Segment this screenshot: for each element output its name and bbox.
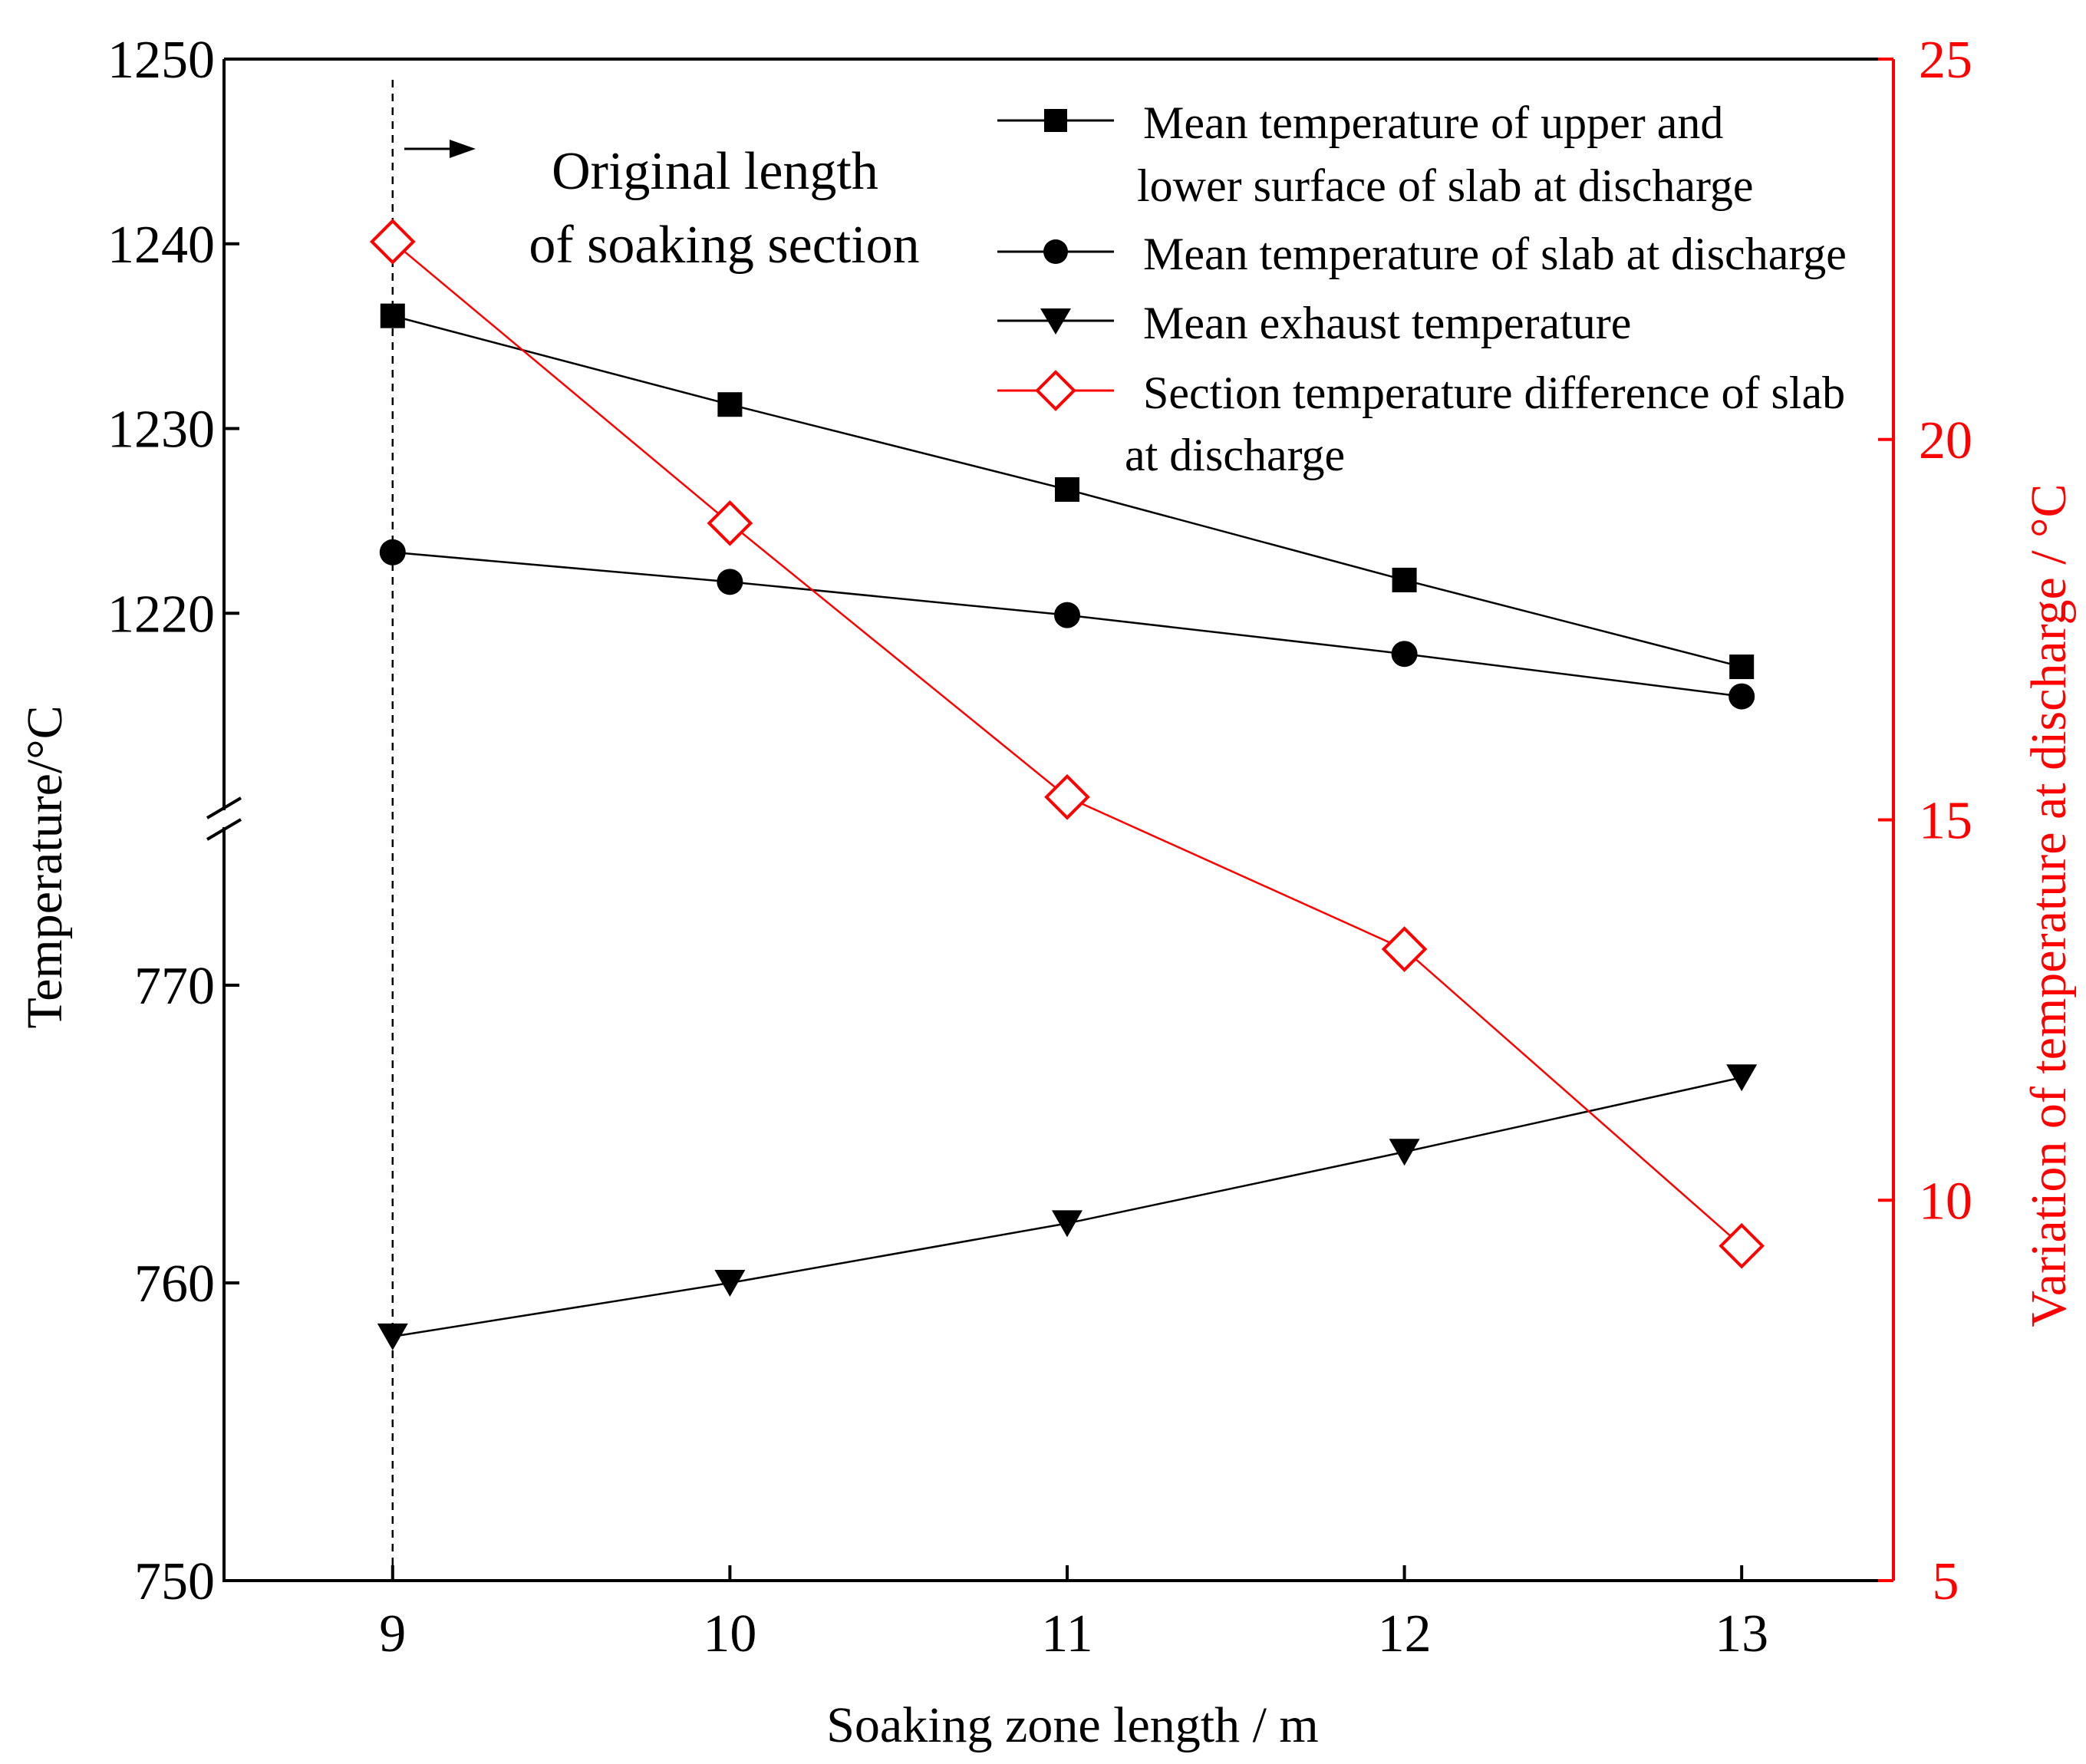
series-4-point-11 — [1044, 773, 1090, 820]
series-2-point-11 — [1053, 602, 1080, 628]
y-left-tick-label-1240: 1240 — [107, 216, 215, 275]
series-1-point-10 — [717, 392, 743, 417]
annotation-line-1: Original length — [552, 142, 878, 201]
y-right-tick-label-20: 20 — [1919, 411, 1972, 470]
series-2-point-10 — [717, 569, 743, 595]
legend-label-1a: Mean temperature of upper and — [1143, 97, 1723, 148]
series-4-point-9 — [369, 219, 416, 265]
legend-marker-circle — [1043, 239, 1068, 264]
legend-label-3: Mean exhaust temperature — [1143, 298, 1631, 348]
y-left-tick-label-750: 750 — [134, 1552, 215, 1611]
annotation-arrow-head — [450, 140, 476, 158]
series-3-point-10 — [714, 1270, 746, 1297]
axis-break-mark-1 — [206, 796, 242, 819]
series-1-point-12 — [1392, 567, 1417, 592]
series-4-point-12 — [1381, 926, 1428, 972]
x-tick-label-9: 9 — [379, 1604, 406, 1663]
series-4-point-10 — [707, 500, 753, 546]
series-1-point-11 — [1054, 476, 1079, 502]
series-1-point-9 — [380, 303, 405, 328]
series-4-point-13 — [1719, 1222, 1765, 1269]
x-tick-label-11: 11 — [1041, 1604, 1092, 1663]
series-3-point-12 — [1389, 1139, 1420, 1166]
legend-label-4b: at discharge — [1125, 430, 1345, 480]
legend-label-1b: lower surface of slab at discharge — [1137, 160, 1754, 211]
y-right-tick-label-25: 25 — [1919, 31, 1972, 90]
tick-labels: 1250 1240 1230 1220 770 760 750 25 20 15 10 5 9 10 11 1… — [107, 31, 1972, 1663]
annotation-line-2: of soaking section — [529, 216, 919, 275]
legend-marker-square — [1044, 109, 1067, 132]
series-3-point-11 — [1051, 1210, 1083, 1238]
legend-marker-diamond — [1035, 370, 1076, 411]
legend: Mean temperature of upper and lower surf… — [997, 97, 1847, 480]
legend-marker-triangle — [1040, 308, 1071, 335]
series-2-point-9 — [379, 539, 406, 565]
legend-label-2: Mean temperature of slab at discharge — [1143, 229, 1847, 279]
series-2-point-13 — [1728, 683, 1755, 710]
y-left-tick-label-1250: 1250 — [107, 31, 215, 90]
axes — [206, 58, 1895, 1582]
y-right-tick-label-15: 15 — [1919, 792, 1972, 851]
series-2-point-12 — [1391, 641, 1418, 668]
series-3-point-9 — [377, 1323, 408, 1350]
x-tick-label-10: 10 — [703, 1604, 756, 1663]
y-axis-left-label: Temperature/°C — [17, 705, 73, 1028]
x-tick-label-12: 12 — [1378, 1604, 1432, 1663]
plot-series — [369, 219, 1765, 1350]
series-1-point-13 — [1729, 654, 1755, 680]
y-left-tick-label-760: 760 — [134, 1255, 215, 1314]
x-tick-label-13: 13 — [1715, 1604, 1768, 1663]
legend-label-4a: Section temperature difference of slab — [1143, 368, 1845, 418]
y-left-tick-label-770: 770 — [134, 957, 215, 1016]
y-left-tick-label-1220: 1220 — [107, 585, 215, 644]
y-right-tick-label-10: 10 — [1919, 1172, 1972, 1231]
y-right-tick-label-5: 5 — [1933, 1552, 1959, 1611]
y-axis-right-label: Variation of temperature at discharge / … — [2021, 483, 2077, 1327]
x-axis-label: Soaking zone length / m — [826, 1697, 1319, 1753]
series-3-point-13 — [1726, 1064, 1758, 1092]
axis-break-mark-2 — [206, 818, 242, 841]
annotation: Original length of soaking section — [404, 140, 920, 275]
y-left-tick-label-1230: 1230 — [107, 401, 215, 460]
